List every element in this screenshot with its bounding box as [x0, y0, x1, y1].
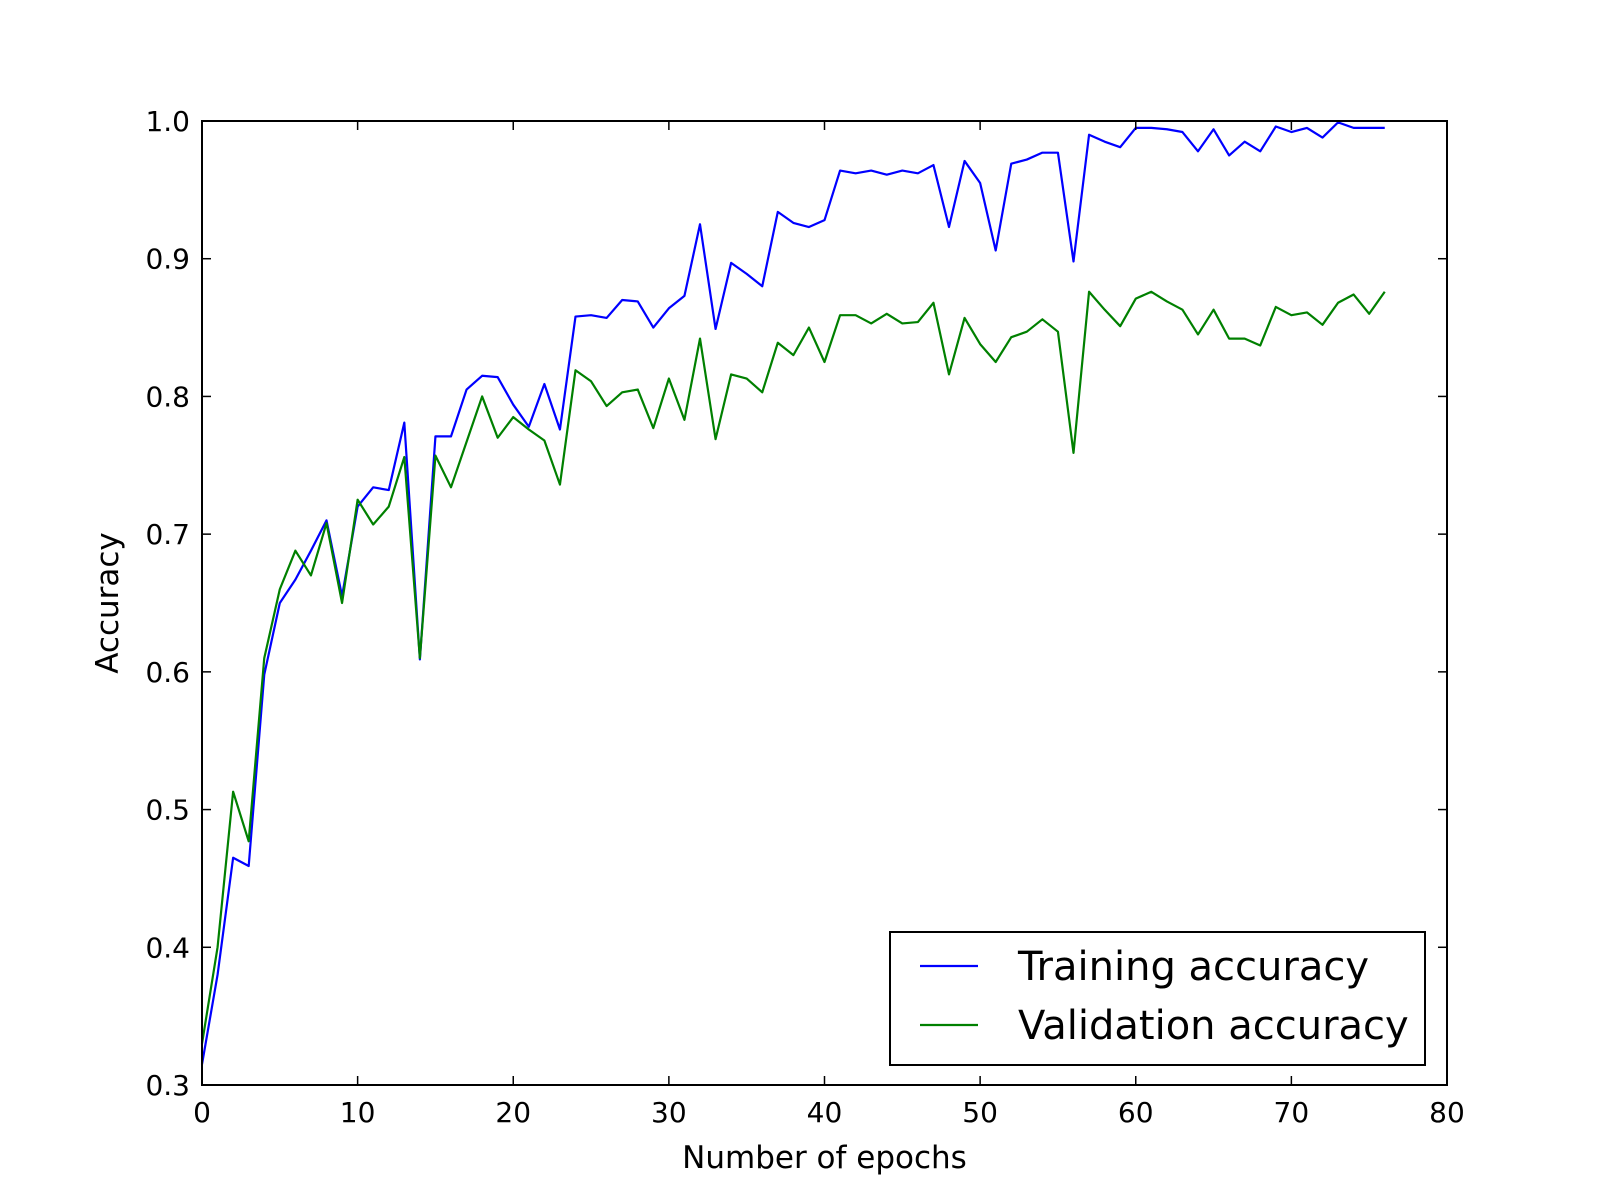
y-tick-label: 0.5: [145, 794, 190, 827]
x-tick-label: 50: [962, 1096, 998, 1129]
y-axis-label: Accuracy: [90, 532, 126, 674]
legend-label-validation: Validation accuracy: [1018, 1003, 1409, 1049]
y-tick-label: 0.6: [145, 656, 190, 689]
legend: Training accuracy Validation accuracy: [889, 931, 1426, 1066]
x-tick-label: 20: [495, 1096, 531, 1129]
x-axis-label: Number of epochs: [682, 1140, 967, 1176]
x-tick-label: 40: [807, 1096, 843, 1129]
x-tick-label: 30: [651, 1096, 687, 1129]
series-line-validation: [200, 290, 1386, 1044]
y-tick-label: 0.9: [145, 243, 190, 276]
x-tick-label: 80: [1429, 1096, 1465, 1129]
x-tick-label: 10: [340, 1096, 376, 1129]
x-tick-label: 60: [1118, 1096, 1154, 1129]
x-tick-label: 70: [1274, 1096, 1310, 1129]
y-tick-label: 0.7: [145, 518, 190, 551]
series-line-training: [200, 121, 1385, 1065]
y-tick-label: 0.3: [145, 1069, 190, 1102]
legend-box: [889, 931, 1426, 1066]
legend-label-training: Training accuracy: [1017, 944, 1369, 990]
y-tick-label: 0.8: [145, 380, 190, 413]
plot-area: [200, 121, 1386, 1065]
y-tick-label: 1.0: [145, 105, 190, 138]
y-tick-label: 0.4: [145, 931, 190, 964]
x-tick-label: 0: [193, 1096, 211, 1129]
axes: 0 10 20 30 40 50 60 70 80 0.3 0.4 0.5 0.6 0.7 0.8 0.9 1.…: [145, 105, 1464, 1129]
